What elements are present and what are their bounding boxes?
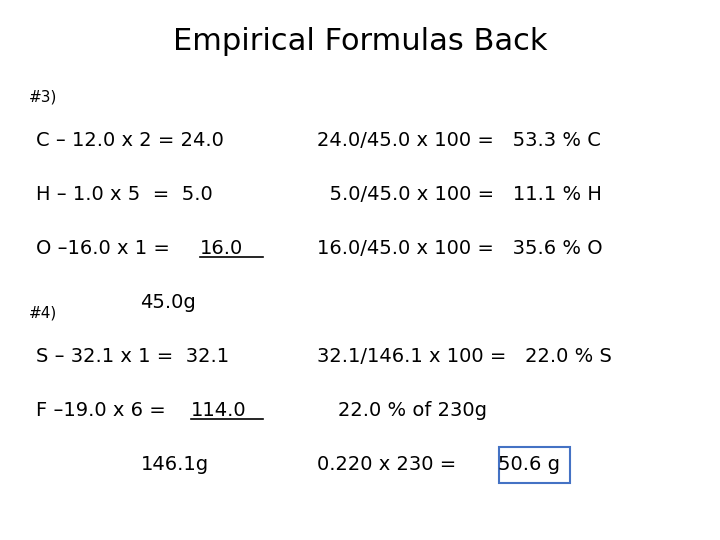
Text: F –19.0 x 6 =: F –19.0 x 6 = — [36, 401, 172, 420]
Text: 16.0: 16.0 — [200, 239, 243, 258]
Text: 16.0/45.0 x 100 =   35.6 % O: 16.0/45.0 x 100 = 35.6 % O — [317, 239, 603, 258]
Text: Empirical Formulas Back: Empirical Formulas Back — [173, 27, 547, 56]
Text: 0.220 x 230 =: 0.220 x 230 = — [317, 455, 462, 474]
Text: O –16.0 x 1 =: O –16.0 x 1 = — [36, 239, 176, 258]
Text: 22.0 % of 230g: 22.0 % of 230g — [338, 401, 487, 420]
Text: #4): #4) — [29, 306, 57, 321]
Text: 45.0g: 45.0g — [140, 293, 196, 312]
Text: C – 12.0 x 2 = 24.0: C – 12.0 x 2 = 24.0 — [36, 131, 224, 150]
Text: H – 1.0 x 5  =  5.0: H – 1.0 x 5 = 5.0 — [36, 185, 212, 204]
Text: 50.6 g: 50.6 g — [498, 455, 560, 474]
Text: 146.1g: 146.1g — [140, 455, 209, 474]
Text: 5.0/45.0 x 100 =   11.1 % H: 5.0/45.0 x 100 = 11.1 % H — [317, 185, 602, 204]
Text: 32.1/146.1 x 100 =   22.0 % S: 32.1/146.1 x 100 = 22.0 % S — [317, 347, 612, 366]
Text: 114.0: 114.0 — [191, 401, 246, 420]
Text: #3): #3) — [29, 90, 57, 105]
Text: S – 32.1 x 1 =  32.1: S – 32.1 x 1 = 32.1 — [36, 347, 229, 366]
Text: 24.0/45.0 x 100 =   53.3 % C: 24.0/45.0 x 100 = 53.3 % C — [317, 131, 600, 150]
